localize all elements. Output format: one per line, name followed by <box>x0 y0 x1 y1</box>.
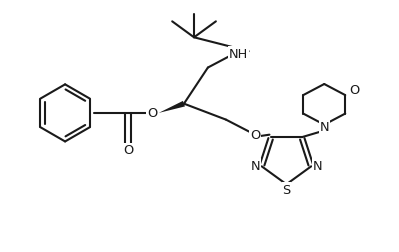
Text: N: N <box>313 159 322 172</box>
Text: N: N <box>320 120 329 133</box>
Text: O: O <box>147 107 157 120</box>
Polygon shape <box>159 102 185 113</box>
Text: S: S <box>282 183 290 196</box>
Text: O: O <box>349 84 359 97</box>
Text: O: O <box>123 144 133 157</box>
Text: N: N <box>251 159 260 172</box>
Text: O: O <box>250 129 261 142</box>
Text: NH: NH <box>229 48 248 60</box>
